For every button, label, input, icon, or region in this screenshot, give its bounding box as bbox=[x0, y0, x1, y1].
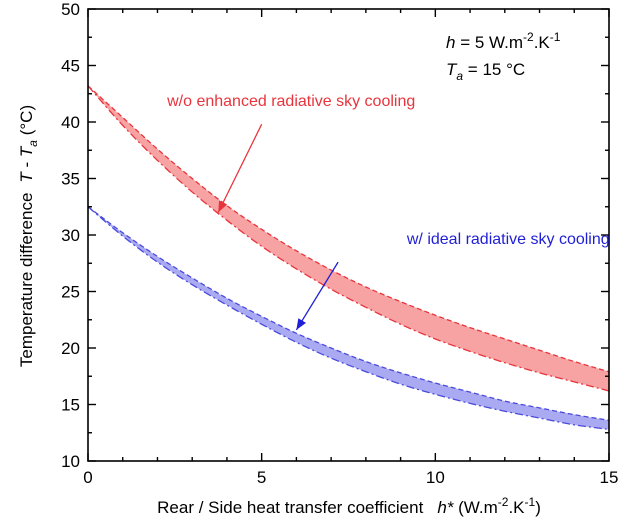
x-tick-label: 10 bbox=[426, 468, 445, 487]
band-upper-line-0 bbox=[87, 85, 610, 373]
y-tick-label: 25 bbox=[61, 283, 80, 302]
x-axis-label: Rear / Side heat transfer coefficient h* … bbox=[157, 495, 541, 517]
x-tick-label: 15 bbox=[600, 468, 619, 487]
annotation-arrow-0 bbox=[217, 123, 263, 213]
param-ta: Ta = 15 °C bbox=[446, 60, 525, 83]
param-h: h = 5 W.m-2.K-1 bbox=[446, 30, 561, 52]
band-fill-0 bbox=[88, 85, 609, 391]
x-tick-label: 0 bbox=[83, 468, 92, 487]
y-tick-label: 40 bbox=[61, 113, 80, 132]
y-tick-label: 10 bbox=[61, 452, 80, 471]
annotation-label-1: w/ ideal radiative sky cooling bbox=[406, 231, 610, 248]
tick-labels: 0 5 10 15 10 15 20 25 30 35 40 45 50 bbox=[61, 0, 618, 487]
y-tick-label: 20 bbox=[61, 339, 80, 358]
data-bands bbox=[87, 85, 610, 431]
annotation-arrow-1 bbox=[295, 261, 339, 331]
y-tick-label: 30 bbox=[61, 226, 80, 245]
band-lower-line-0 bbox=[87, 85, 610, 392]
annotation-label-0: w/o enhanced radiative sky cooling bbox=[166, 93, 415, 110]
y-axis-label: Temperature differenceT - Ta (°C) bbox=[17, 105, 40, 367]
annotations: w/o enhanced radiative sky cooling w/ ide… bbox=[166, 93, 610, 331]
y-tick-label: 35 bbox=[61, 170, 80, 189]
annotation-arrowhead-0 bbox=[218, 200, 228, 213]
annotation-arrowhead-1 bbox=[296, 318, 306, 330]
band-upper-line-1 bbox=[87, 206, 610, 421]
y-tick-label: 50 bbox=[61, 0, 80, 19]
y-tick-label: 45 bbox=[61, 57, 80, 76]
axis-ticks bbox=[87, 8, 610, 462]
y-tick-label: 15 bbox=[61, 396, 80, 415]
x-tick-label: 5 bbox=[257, 468, 266, 487]
plot-frame bbox=[87, 8, 610, 462]
band-lower-line-1 bbox=[87, 206, 610, 431]
